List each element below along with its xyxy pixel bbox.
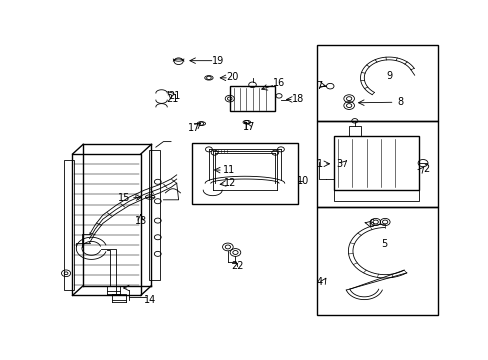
Text: 13: 13 [134, 216, 146, 226]
Text: 3: 3 [336, 159, 342, 169]
Bar [106, 286, 120, 291]
Text: 12: 12 [223, 177, 236, 188]
Bar [149, 150, 159, 280]
Text: 17: 17 [242, 122, 254, 132]
Text: 2: 2 [423, 164, 429, 174]
Bar [191, 143, 297, 204]
Bar [229, 86, 275, 111]
Text: 21: 21 [167, 91, 180, 102]
Text: 19: 19 [212, 56, 224, 66]
Bar [348, 126, 360, 136]
Bar [316, 45, 437, 121]
Bar [112, 294, 125, 300]
Text: 5: 5 [380, 239, 386, 249]
Text: 17: 17 [188, 123, 200, 133]
Text: 6: 6 [368, 219, 374, 229]
Text: 22: 22 [231, 261, 243, 271]
Bar [316, 207, 437, 315]
Text: 4: 4 [316, 277, 322, 287]
Text: 20: 20 [226, 72, 239, 82]
Text: 18: 18 [291, 94, 304, 104]
Bar [333, 190, 418, 201]
Text: 21: 21 [166, 94, 179, 104]
Text: 7: 7 [316, 81, 322, 91]
Text: 1: 1 [316, 159, 322, 169]
Text: 14: 14 [144, 294, 156, 305]
Text: 11: 11 [223, 165, 235, 175]
Text: 16: 16 [272, 78, 285, 89]
Bar [64, 159, 74, 290]
Text: 8: 8 [396, 97, 403, 107]
Bar [333, 136, 418, 190]
Bar [72, 154, 141, 296]
Bar [316, 121, 437, 207]
Text: 10: 10 [296, 176, 308, 186]
Text: 15: 15 [118, 193, 130, 203]
Text: 9: 9 [385, 71, 391, 81]
